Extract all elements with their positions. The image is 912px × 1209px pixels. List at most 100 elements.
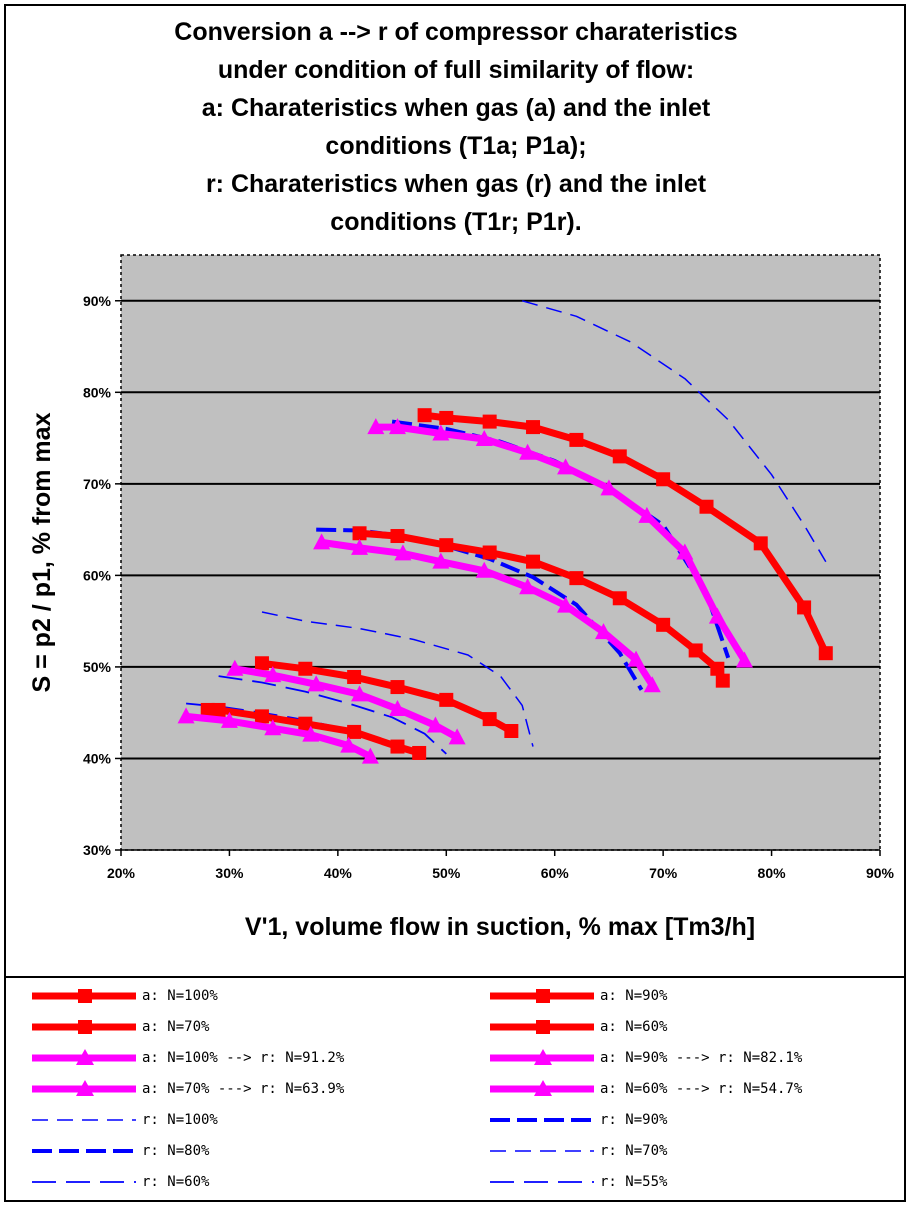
legend-label: r: N=100%: [142, 1112, 218, 1128]
data-point: [519, 578, 537, 595]
legend-swatch: [32, 1049, 136, 1065]
data-point: [448, 728, 466, 745]
data-point: [432, 552, 450, 569]
series-7: [177, 707, 379, 764]
legend-item: a: N=90%: [486, 980, 667, 1012]
legend-label: a: N=60%: [600, 1019, 668, 1035]
y-tick-label: 40%: [83, 750, 112, 766]
legend-item: r: N=100%: [28, 1104, 218, 1136]
series-8: [521, 300, 827, 563]
data-point: [475, 561, 493, 578]
y-tick-label: 90%: [83, 293, 112, 309]
legend-swatch: [490, 1049, 594, 1065]
title-line: a: Charateristics when gas (a) and the i…: [201, 94, 711, 122]
legend-label: r: N=60%: [142, 1174, 210, 1190]
legend-marker: [78, 1020, 92, 1034]
data-point: [504, 724, 519, 738]
data-point: [426, 716, 444, 733]
data-point: [735, 651, 753, 668]
legend-swatch: [32, 1020, 136, 1034]
data-point: [388, 418, 406, 435]
data-point: [220, 711, 238, 728]
data-point: [347, 724, 362, 739]
data-point: [715, 673, 730, 688]
legend-label: a: N=100%: [142, 988, 218, 1004]
y-tick-label: 60%: [83, 567, 112, 583]
data-point: [439, 692, 454, 707]
legend-marker: [76, 1080, 94, 1096]
legend-swatch: [490, 1150, 594, 1152]
legend-swatch: [490, 1181, 594, 1183]
y-tick-label: 80%: [83, 384, 112, 400]
data-point: [226, 659, 244, 676]
data-point: [347, 669, 362, 684]
data-point: [656, 617, 671, 632]
data-point: [526, 420, 541, 435]
series-6: [226, 659, 466, 745]
series-line: [218, 675, 447, 755]
data-point: [298, 716, 313, 731]
legend-swatch: [490, 1080, 594, 1096]
data-point: [569, 432, 584, 447]
series-1: [352, 526, 730, 688]
legend-marker: [534, 1049, 552, 1065]
data-point: [313, 533, 331, 550]
legend-item: r: N=70%: [486, 1135, 667, 1167]
series-11: [261, 611, 534, 747]
legend-label: a: N=70% ---> r: N=63.9%: [142, 1081, 345, 1097]
legend-item: a: N=100%: [28, 980, 218, 1012]
data-point: [753, 536, 768, 551]
data-point: [627, 650, 645, 667]
legend-item: r: N=55%: [486, 1166, 667, 1198]
data-point: [298, 661, 313, 676]
legend-marker: [534, 1080, 552, 1096]
legend-marker: [78, 989, 92, 1003]
data-point: [340, 736, 358, 753]
y-tick-label: 50%: [83, 659, 112, 675]
legend-swatch: [32, 989, 136, 1003]
series-12: [218, 675, 447, 755]
data-point: [390, 529, 405, 544]
y-axis-label: S = p2 / p1, % from max: [28, 412, 56, 692]
x-tick-label: 30%: [215, 865, 244, 881]
legend-swatch: [32, 1149, 136, 1153]
y-tick-label: 30%: [83, 842, 112, 858]
legend-label: a: N=90%: [600, 988, 668, 1004]
data-point: [475, 429, 493, 446]
data-point: [482, 414, 497, 429]
legend-swatch: [490, 1020, 594, 1034]
data-point: [361, 747, 379, 764]
data-point: [818, 646, 833, 661]
data-point: [676, 543, 694, 560]
x-tick-label: 70%: [649, 865, 678, 881]
data-point: [699, 499, 714, 514]
y-tick-label: 70%: [83, 476, 112, 492]
data-point: [351, 538, 369, 555]
legend-item: a: N=100% --> r: N=91.2%: [28, 1042, 344, 1074]
data-point: [394, 544, 412, 561]
legend-item: a: N=60% ---> r: N=54.7%: [486, 1073, 802, 1105]
legend-label: a: N=70%: [142, 1019, 210, 1035]
legend-swatch: [32, 1119, 136, 1121]
x-tick-label: 90%: [866, 865, 895, 881]
x-tick-label: 40%: [324, 865, 353, 881]
data-point: [352, 526, 367, 541]
legend-marker: [536, 989, 550, 1003]
legend: a: N=100% a: N=90% a: N=70% a: N=60% a: N=10…: [6, 976, 906, 1200]
data-point: [600, 479, 618, 496]
data-point: [417, 408, 432, 423]
data-point: [612, 591, 627, 606]
legend-label: r: N=80%: [142, 1143, 210, 1159]
data-point: [254, 709, 269, 724]
data-point: [569, 571, 584, 586]
data-point: [432, 424, 450, 441]
data-point: [200, 702, 215, 717]
title-line: conditions (T1a; P1a);: [325, 132, 587, 160]
x-tick-label: 20%: [107, 865, 136, 881]
series-5: [313, 533, 661, 693]
legend-item: a: N=70%: [28, 1011, 209, 1043]
legend-item: r: N=60%: [28, 1166, 209, 1198]
data-point: [351, 685, 369, 702]
x-tick-label: 60%: [541, 865, 570, 881]
data-point: [710, 661, 725, 676]
